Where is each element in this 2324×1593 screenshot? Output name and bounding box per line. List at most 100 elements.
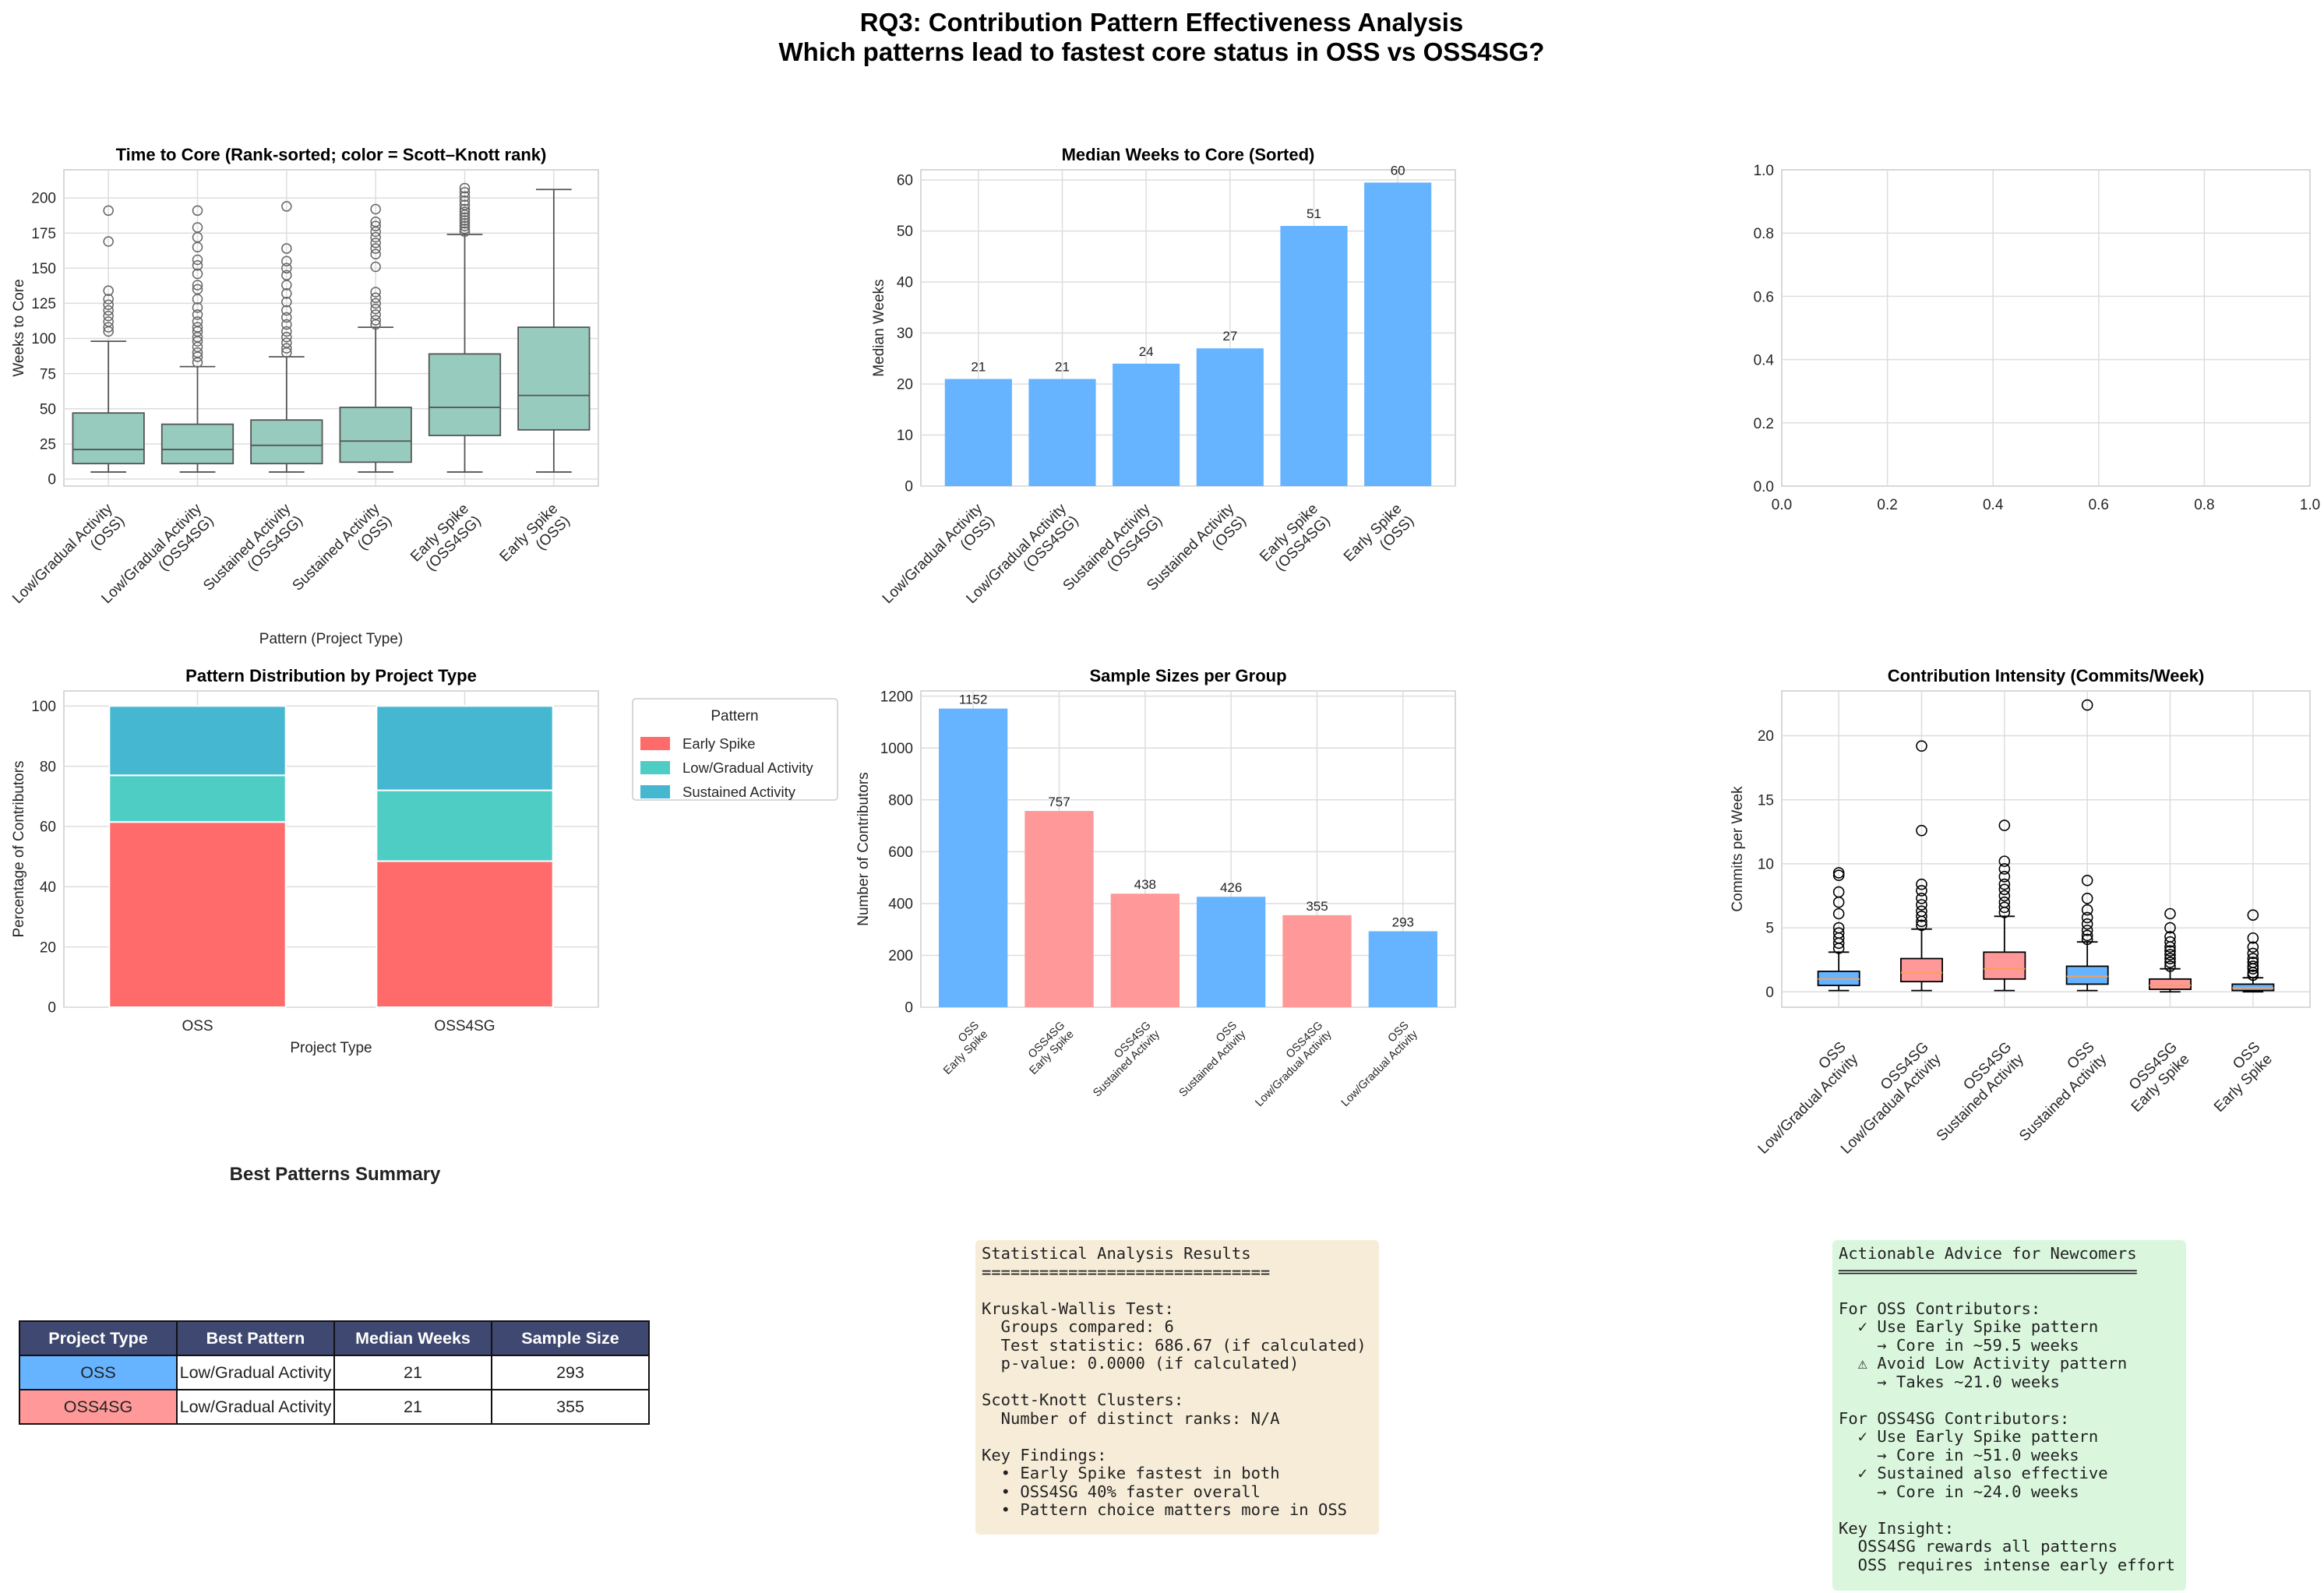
intensity-outlier — [1916, 885, 1927, 897]
figure-subtitle: Which patterns lead to fastest core stat… — [779, 37, 1545, 66]
time-to-core-outlier — [281, 305, 292, 316]
sample-sizes-y-tick-label: 600 — [888, 844, 913, 861]
median-weeks-x-tick-label: Sustained Activity(OSS4SG) — [1060, 500, 1166, 606]
cell-sample: 293 — [491, 1355, 650, 1390]
time-to-core-outlier — [370, 292, 381, 303]
sample-sizes-x-tick-label: OSS4SGSustained Activity — [1082, 1019, 1163, 1100]
intensity-outlier — [1916, 910, 1927, 922]
pattern-distribution-title: Pattern Distribution by Project Type — [185, 666, 477, 685]
intensity-outlier — [2081, 911, 2093, 924]
time-to-core-outlier — [370, 315, 381, 326]
time-to-core-box — [517, 326, 591, 431]
pattern-distribution-bar-segment — [376, 789, 554, 862]
time-to-core-x-tick-label: Sustained Activity(OSS4SG) — [200, 500, 306, 606]
intensity-outlier — [2247, 947, 2259, 960]
intensity-outlier — [2164, 936, 2176, 948]
median-weeks-x-tick-label: Sustained Activity(OSS) — [1144, 500, 1250, 606]
time-to-core-outlier — [370, 217, 381, 227]
cell-pattern: Low/Gradual Activity — [176, 1355, 335, 1390]
time-to-core-x-tick-label: Early Spike(OSS4SG) — [407, 501, 484, 577]
table-row: OSS Low/Gradual Activity 21 293 — [19, 1355, 650, 1390]
empty-axes-x-tick-label: 1.0 — [2300, 497, 2320, 513]
intensity-outlier — [2247, 941, 2259, 953]
sample-sizes-y-tick-label: 800 — [888, 792, 913, 809]
intensity-outlier — [1998, 883, 2011, 896]
median-weeks-y-tick-label: 10 — [897, 428, 913, 444]
time-to-core-outlier — [192, 280, 203, 291]
sample-sizes-x-tick-label: OSSEarly Spike — [933, 1020, 990, 1077]
empty-axes-x-tick-label: 0.0 — [1772, 497, 1792, 513]
cell-project-oss4sg: OSS4SG — [19, 1389, 178, 1425]
time-to-core-outlier — [192, 284, 203, 295]
time-to-core-outlier — [103, 299, 114, 310]
sample-sizes-axes — [920, 690, 1456, 1008]
median-weeks-data-label: 21 — [1055, 359, 1070, 374]
time-to-core-y-tick-label: 200 — [31, 191, 56, 207]
intensity-outlier — [2081, 933, 2093, 946]
pattern-legend-label: Early Spike — [682, 735, 756, 752]
time-to-core-outlier — [192, 254, 203, 266]
intensity-outlier — [1916, 878, 1927, 890]
sample-sizes-data-label: 757 — [1048, 795, 1070, 809]
intensity-outlier — [1916, 905, 1927, 918]
intensity-outlier — [1998, 855, 2011, 867]
figure-title: RQ3: Contribution Pattern Effectiveness … — [860, 8, 1463, 37]
intensity-outlier — [2081, 904, 2093, 916]
time-to-core-y-tick-label: 150 — [31, 261, 56, 277]
time-to-core-outlier — [370, 220, 381, 231]
intensity-outlier — [1916, 899, 1927, 911]
time-to-core-outlier — [281, 263, 292, 274]
pattern-distribution-y-tick-label: 80 — [40, 759, 56, 775]
intensity-outlier — [2081, 929, 2093, 942]
sample-sizes-bar — [1197, 897, 1266, 1007]
time-to-core-outlier — [103, 310, 114, 322]
median-weeks-bar — [1364, 182, 1432, 486]
time-to-core-box — [339, 407, 412, 463]
time-to-core-y-tick-label: 100 — [31, 331, 56, 347]
header-project-type: Project Type — [19, 1320, 178, 1356]
summary-table-title: Best Patterns Summary — [229, 1164, 441, 1185]
sample-sizes-y-tick-label: 1200 — [880, 689, 913, 705]
time-to-core-outlier — [103, 285, 114, 296]
pattern-legend-title: Pattern — [711, 708, 758, 724]
median-weeks-bar — [944, 379, 1012, 486]
pattern-distribution-x-tick-label: OSS — [182, 1018, 213, 1034]
time-to-core-outlier — [281, 331, 292, 343]
time-to-core-outlier — [192, 259, 203, 271]
time-to-core-x-tick-label: Early Spike(OSS) — [497, 501, 573, 577]
time-to-core-outlier — [192, 302, 203, 313]
median-weeks-title: Median Weeks to Core (Sorted) — [1062, 145, 1315, 164]
time-to-core-outlier — [281, 256, 292, 267]
intensity-outlier — [1916, 824, 1927, 837]
intensity-outlier — [1832, 927, 1845, 939]
median-weeks-x-tick-label: Early Spike(OSS4SG) — [1257, 501, 1333, 577]
time-to-core-y-tick-label: 25 — [40, 437, 56, 453]
intensity-outlier — [2164, 931, 2176, 943]
intensity-outlier — [1998, 819, 2011, 831]
intensity-box — [2149, 978, 2192, 990]
pattern-distribution-y-tick-label: 0 — [48, 1000, 56, 1017]
median-weeks-x-tick-label: Early Spike(OSS) — [1341, 501, 1417, 577]
table-header-row: Project Type Best Pattern Median Weeks S… — [19, 1320, 650, 1356]
time-to-core-ylabel: Weeks to Core — [11, 279, 27, 376]
intensity-outlier — [1998, 890, 2011, 902]
time-to-core-outlier — [192, 222, 203, 233]
sample-sizes-y-tick-label: 1000 — [880, 741, 913, 757]
pattern-distribution-y-tick-label: 40 — [40, 879, 56, 896]
sample-sizes-bar — [939, 708, 1008, 1007]
intensity-y-tick-label: 0 — [1765, 985, 1774, 1001]
time-to-core-outlier — [192, 205, 203, 217]
time-to-core-box — [250, 419, 323, 465]
time-to-core-outlier — [370, 203, 381, 215]
pattern-distribution-bar-segment — [108, 821, 287, 1008]
empty-axes-x-tick-label: 0.2 — [1877, 497, 1897, 513]
header-median-weeks: Median Weeks — [333, 1320, 492, 1356]
intensity-outlier — [1832, 908, 1845, 920]
intensity-outlier — [1916, 740, 1927, 752]
time-to-core-y-tick-label: 50 — [40, 401, 56, 418]
sample-sizes-ylabel: Number of Contributors — [855, 772, 872, 925]
time-to-core-outlier — [103, 236, 114, 247]
pattern-legend-label: Sustained Activity — [682, 784, 796, 800]
time-to-core-outlier — [370, 231, 381, 243]
